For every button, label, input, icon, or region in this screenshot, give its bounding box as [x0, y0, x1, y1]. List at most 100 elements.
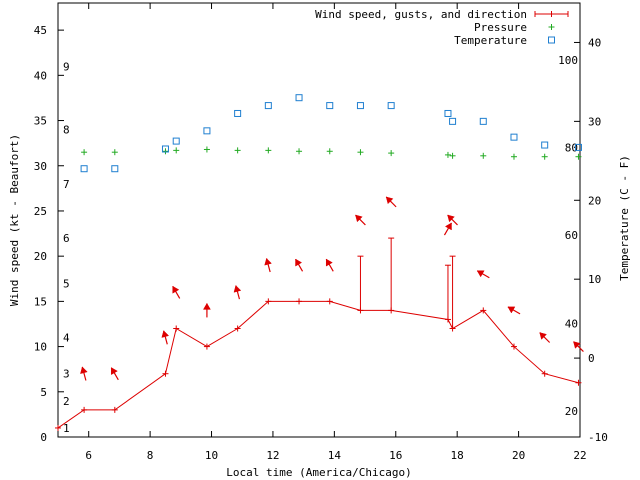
wind-direction-arrow	[476, 270, 490, 279]
pressure-point	[265, 147, 272, 154]
wind-speed-point	[81, 406, 88, 413]
wind-speed-point	[480, 307, 487, 314]
gust-bar	[444, 264, 451, 320]
legend-wind-label: Wind speed, gusts, and direction	[315, 8, 527, 21]
wind-speed-series	[55, 298, 582, 431]
x-tick-label: 22	[573, 449, 586, 462]
fahrenheit-label: 60	[565, 229, 578, 242]
pressure-point	[234, 147, 241, 154]
wind-direction-arrow	[80, 366, 88, 381]
wind-speed-point	[296, 298, 303, 305]
temperature-point	[203, 127, 211, 135]
y-tick-label: 40	[34, 69, 47, 82]
wind-direction-arrow	[325, 258, 334, 272]
y-tick-label: 10	[34, 341, 47, 354]
temperature-point	[161, 145, 169, 153]
y-tick-labels: 0 5 10 15 20 25 30 35 40 45	[34, 24, 47, 444]
pressure-point	[173, 147, 180, 154]
temperature-point	[356, 102, 364, 110]
axis-ticks	[58, 3, 581, 438]
y2-axis-label: Temperature (C - F)	[618, 155, 631, 281]
legend-temperature-label: Temperature	[454, 34, 527, 47]
y-tick-label: 5	[40, 386, 47, 399]
beaufort-label: 9	[63, 60, 70, 73]
pressure-point	[510, 153, 517, 160]
beaufort-label: 2	[63, 395, 70, 408]
fahrenheit-label: 40	[565, 317, 578, 330]
legend-pressure-marker	[548, 24, 555, 30]
y2-tick-label: 40	[588, 36, 601, 49]
temperature-point	[172, 137, 180, 145]
y2-tick-label: -10	[588, 431, 608, 444]
temperature-point	[234, 109, 242, 117]
wind-speed-point	[541, 370, 548, 377]
beaufort-label: 1	[63, 422, 70, 435]
y2-tick-label: 10	[588, 273, 601, 286]
fahrenheit-label: 80	[565, 141, 578, 154]
wind-direction-arrow	[385, 196, 397, 208]
legend-wind-marker	[548, 11, 555, 17]
y2-tick-labels: -10 0 10 20 30 40	[588, 36, 608, 444]
legend-pressure-label: Pressure	[474, 21, 527, 34]
y-tick-label: 0	[40, 431, 47, 444]
temperature-point	[111, 165, 119, 173]
temperature-point	[326, 102, 334, 110]
x-tick-label: 18	[451, 449, 464, 462]
wind-speed-point	[326, 298, 333, 305]
legend-temperature-marker	[548, 36, 555, 44]
temperature-point	[444, 109, 452, 117]
x-tick-label: 12	[266, 449, 279, 462]
wind-direction-arrow	[507, 306, 521, 315]
pressure-point	[111, 149, 118, 156]
wind-direction-arrow	[110, 367, 119, 381]
temperature-point	[449, 117, 457, 125]
fahrenheit-label: 100	[558, 54, 578, 67]
beaufort-label: 7	[63, 178, 70, 191]
temperature-point	[80, 165, 88, 173]
gust-bar	[449, 255, 456, 329]
temperature-point	[387, 102, 395, 110]
wind-direction-arrow	[161, 330, 170, 345]
pressure-point	[480, 152, 487, 159]
fahrenheit-labels: 20 40 60 80 100	[558, 54, 578, 418]
y-tick-label: 25	[34, 205, 47, 218]
wind-speed-point	[510, 343, 517, 350]
wind-speed-point	[203, 343, 210, 350]
y2-tick-label: 0	[588, 352, 595, 365]
y-tick-label: 45	[34, 24, 47, 37]
x-tick-labels: 6 8 10 12 14 16 18 20 22	[85, 449, 586, 462]
legend-pressure-key	[548, 24, 555, 30]
x-tick-label: 16	[389, 449, 402, 462]
temperature-point	[574, 143, 582, 151]
fahrenheit-label: 20	[565, 405, 578, 418]
beaufort-label: 8	[63, 124, 70, 137]
wind-direction-arrow	[573, 341, 584, 352]
pressure-point	[296, 148, 303, 155]
wind-speed-point	[234, 325, 241, 332]
wind-speed-line	[57, 300, 579, 429]
beaufort-label: 5	[63, 277, 70, 290]
wind-direction-series	[80, 196, 584, 381]
wind-speed-point	[111, 406, 118, 413]
gust-bar	[388, 237, 395, 311]
legend: Wind speed, gusts, and direction Pressur…	[315, 8, 569, 47]
beaufort-label: 3	[63, 368, 70, 381]
y-tick-label: 20	[34, 250, 47, 263]
pressure-point	[575, 153, 582, 160]
temperature-point	[479, 117, 487, 125]
pressure-point	[162, 148, 169, 155]
x-tick-label: 10	[205, 449, 218, 462]
wind-direction-arrow	[443, 222, 452, 236]
wind-direction-arrow	[539, 332, 551, 343]
gust-series	[357, 237, 456, 329]
y-axis-label: Wind speed (kt - Beaufort)	[8, 134, 21, 306]
wind-direction-arrow	[355, 214, 366, 226]
gust-bar	[357, 255, 364, 311]
wind-direction-arrow	[264, 257, 272, 273]
pressure-point	[444, 151, 451, 158]
pressure-point	[541, 153, 548, 160]
legend-temperature-key	[548, 36, 555, 44]
wind-direction-arrow	[202, 302, 211, 318]
pressure-point	[203, 146, 210, 153]
wind-speed-point	[173, 325, 180, 332]
